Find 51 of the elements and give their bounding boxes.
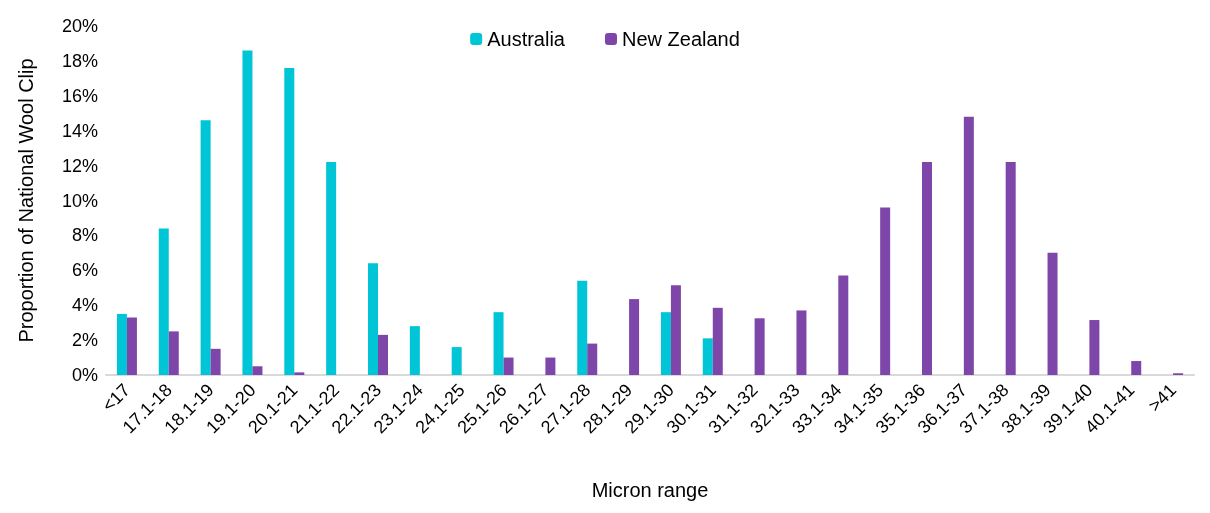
bar: [880, 207, 891, 375]
bar: [158, 228, 169, 375]
bar: [1089, 320, 1100, 375]
bar: [712, 307, 723, 375]
bar: [545, 357, 556, 375]
bar: [587, 343, 598, 375]
x-tick-label: >41: [1144, 379, 1181, 416]
y-tick-label: 12%: [61, 155, 98, 176]
bar: [378, 334, 388, 375]
bar: [409, 326, 420, 375]
y-tick-label: 18%: [61, 50, 98, 71]
bar: [284, 67, 295, 375]
y-tick-label: 16%: [61, 85, 98, 106]
y-tick-label: 6%: [71, 260, 98, 281]
y-tick-label: 0%: [71, 365, 98, 385]
y-axis-title: Proportion of National Wool Clip: [15, 58, 37, 343]
bar: [702, 338, 713, 375]
bar: [503, 357, 514, 375]
bar: [116, 313, 127, 375]
bar: [796, 310, 807, 375]
x-axis-title: Micron range: [591, 479, 709, 501]
bar: [754, 318, 765, 375]
bar: [493, 312, 504, 375]
bar: [168, 331, 179, 375]
legend-label: New Zealand: [621, 28, 740, 50]
y-tick-label: 8%: [71, 225, 98, 246]
bar: [922, 162, 932, 375]
bar: [451, 347, 462, 375]
bar: [660, 312, 671, 375]
bar: [1005, 162, 1016, 375]
y-tick-label: 10%: [61, 190, 98, 211]
y-tick-label: 20%: [61, 16, 98, 36]
bar: [1047, 252, 1058, 375]
y-tick-label: 14%: [61, 120, 98, 141]
bar: [200, 120, 211, 375]
bar: [629, 299, 640, 375]
bar: [670, 285, 681, 375]
bar: [210, 348, 221, 375]
bar: [242, 50, 253, 375]
bar: [368, 263, 378, 375]
y-tick-label: 2%: [71, 330, 98, 351]
bar: [838, 275, 849, 375]
bar: [126, 317, 137, 375]
bar: [963, 116, 974, 375]
y-tick-label: 4%: [71, 295, 98, 316]
bar: [577, 280, 588, 375]
bar: [252, 366, 263, 375]
legend-label: Australia: [487, 28, 566, 50]
bar: [326, 162, 337, 375]
bar: [1131, 361, 1142, 375]
bar: [294, 372, 305, 375]
